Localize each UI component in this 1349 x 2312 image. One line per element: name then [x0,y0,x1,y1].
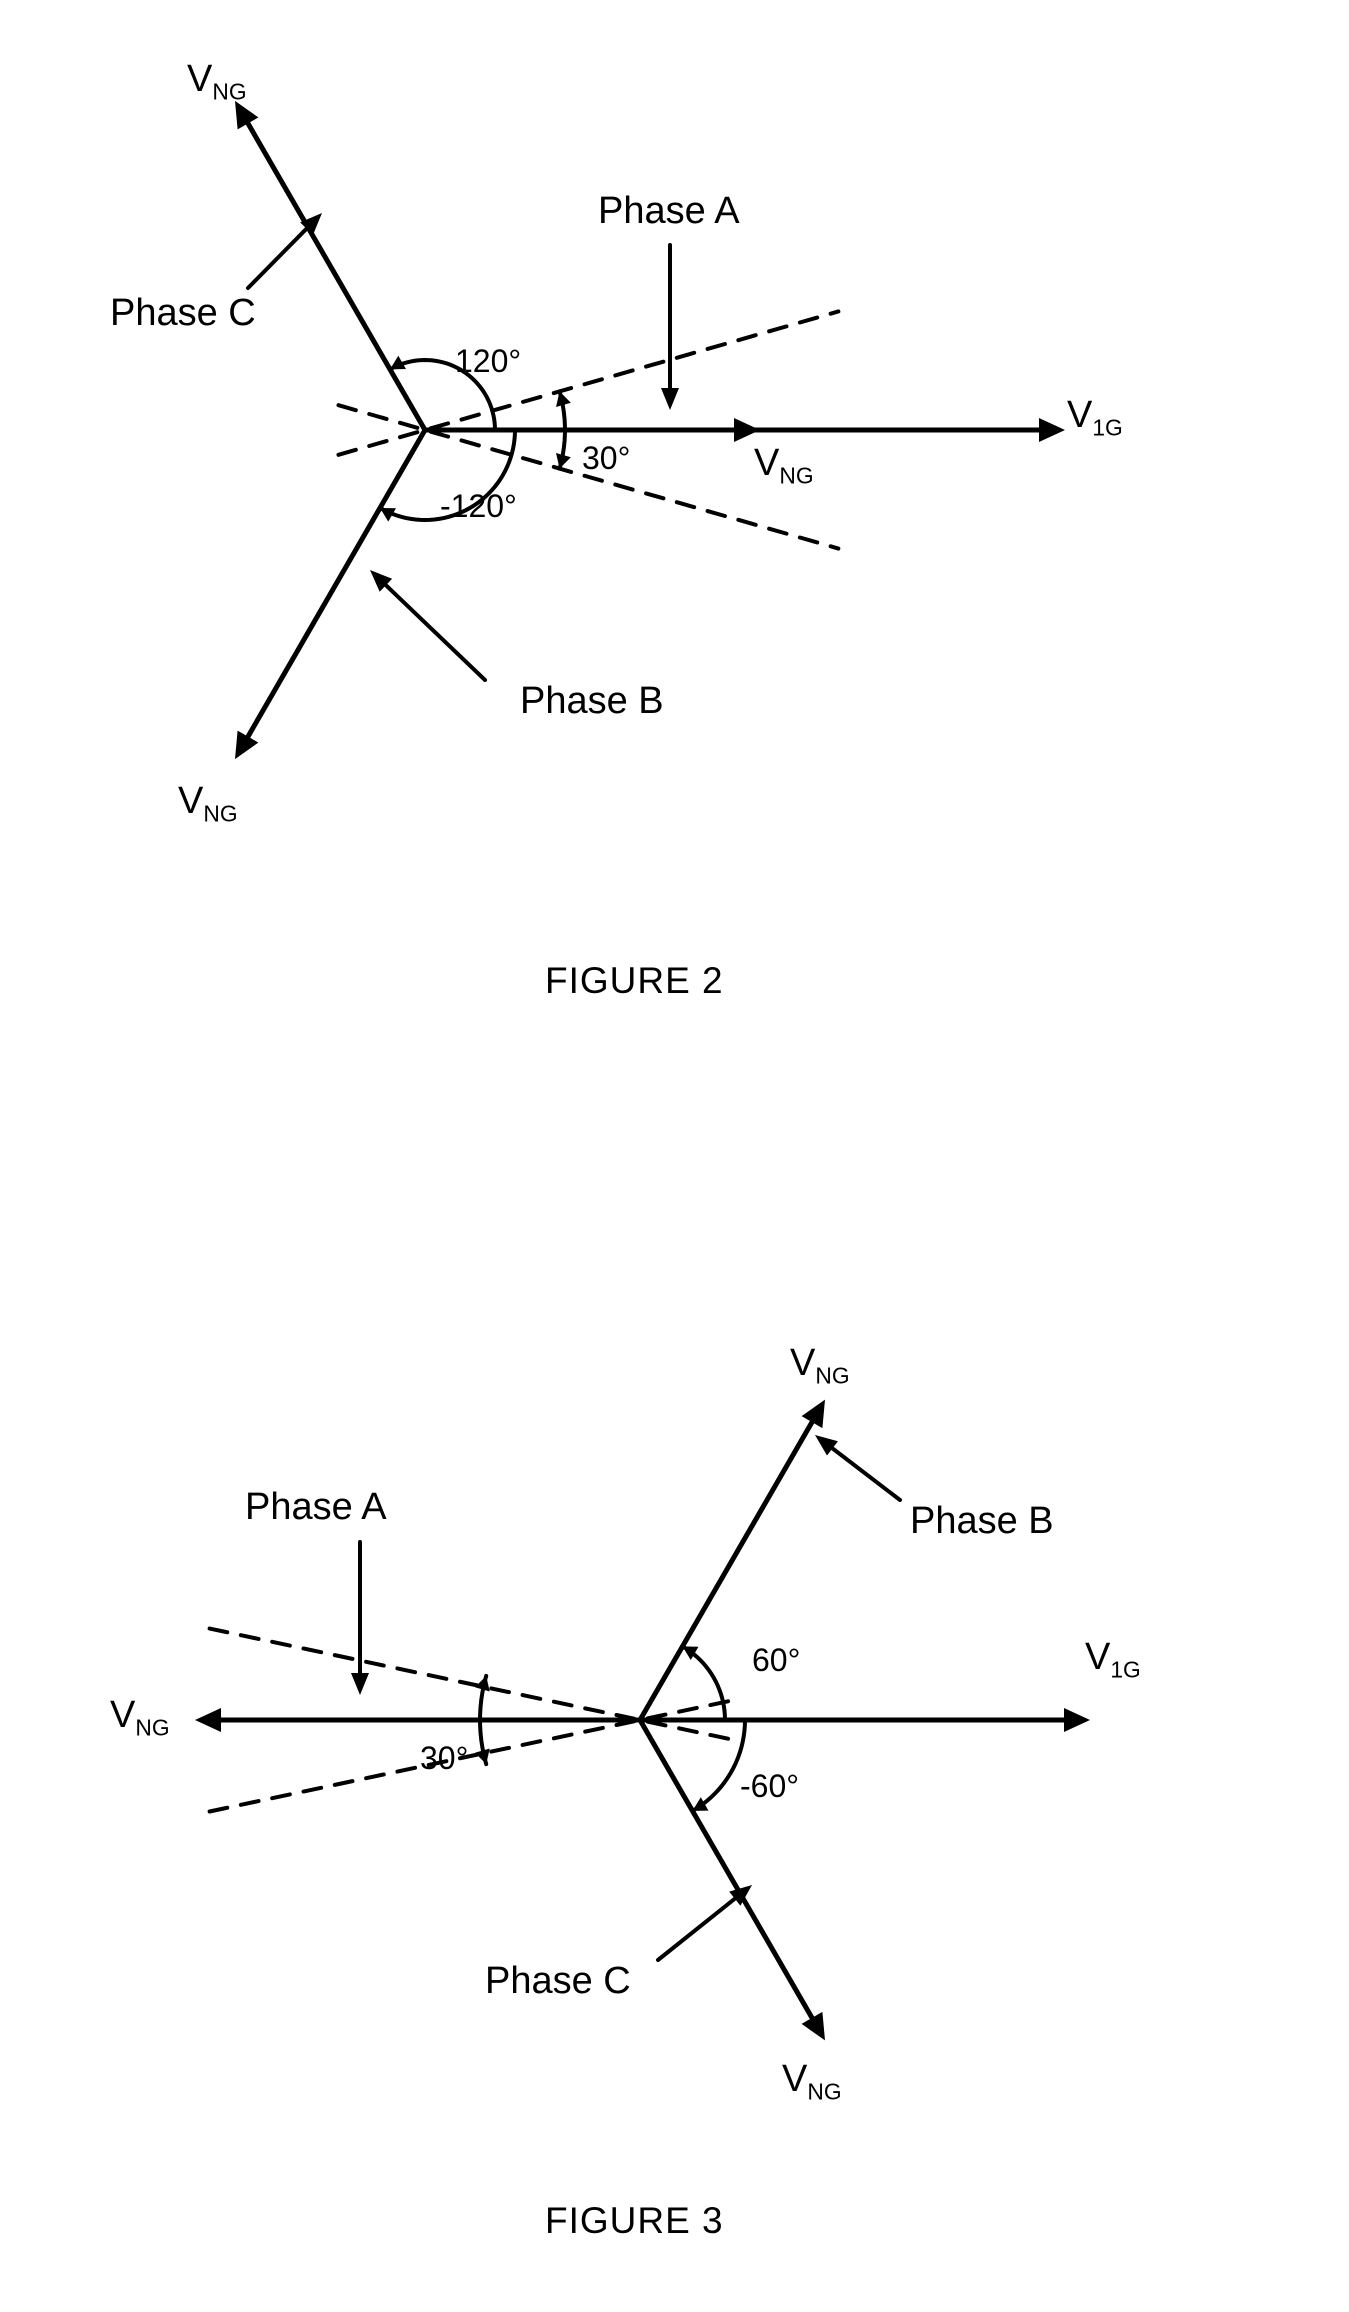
fig3-phase-c-vng: VNG [782,2058,842,2106]
fig2-120-label: 120° [455,343,521,380]
fig3-phase-a-vng: VNG [110,1694,170,1742]
fig3-phase-b-vng: VNG [790,1342,850,1390]
fig2-phase-c-vng: VNG [187,58,247,106]
diagrams-svg [0,0,1349,2312]
fig2-v1g-label: V1G [1067,394,1123,442]
fig3-phase-c-label: Phase C [485,1960,631,2003]
page: V1G VNG VNG VNG Phase A Phase B Phase C … [0,0,1349,2312]
fig3-m60-label: -60° [740,1768,799,1805]
fig3-phase-a-label: Phase A [245,1486,387,1529]
fig3-v1g-label: V1G [1085,1636,1141,1684]
fig3-60-label: 60° [752,1642,800,1679]
fig3-phase-b-label: Phase B [910,1500,1054,1543]
fig2-caption: FIGURE 2 [545,960,724,1002]
fig2-m120-label: -120° [440,488,517,525]
fig3-30-label: 30° [420,1740,468,1777]
fig2-phase-a-vng: VNG [754,442,814,490]
fig2-phase-b-vng: VNG [178,780,238,828]
fig2-30-label: 30° [582,440,630,477]
fig3-caption: FIGURE 3 [545,2200,724,2242]
fig2-phase-c-label: Phase C [110,292,256,335]
fig2-phase-a-label: Phase A [598,190,740,233]
fig2-phase-b-label: Phase B [520,680,664,723]
